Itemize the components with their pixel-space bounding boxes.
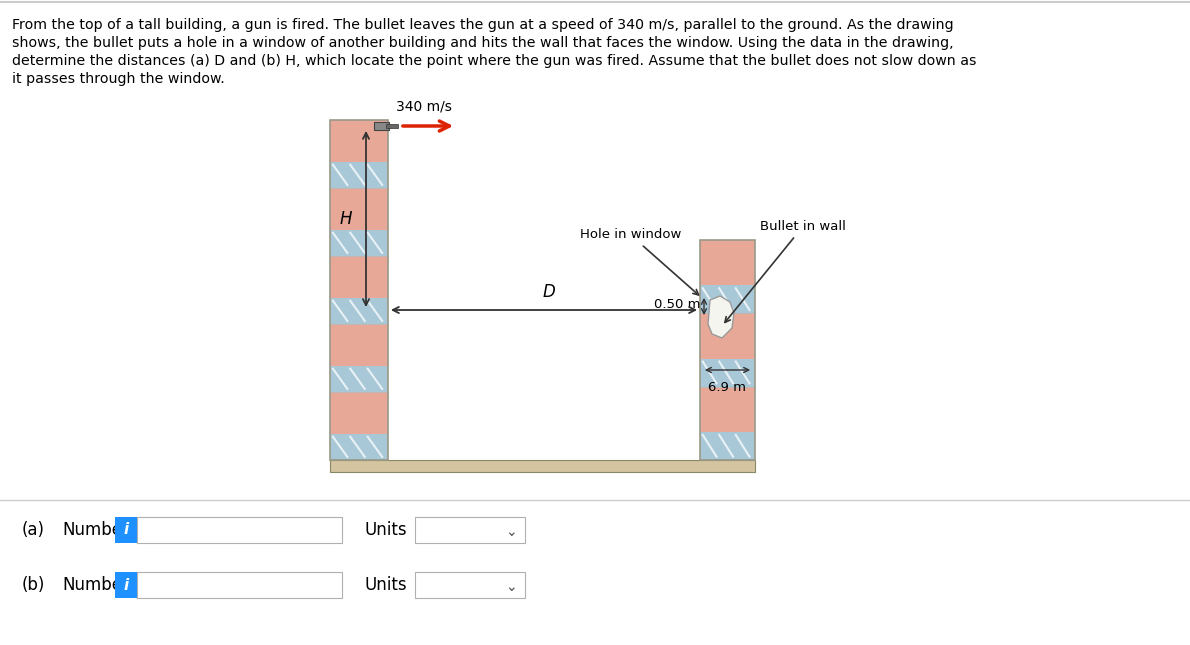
Bar [700, 240, 754, 460]
Bar [330, 230, 388, 256]
Text: shows, the bullet puts a hole in a window of another building and hits the wall : shows, the bullet puts a hole in a windo… [12, 36, 953, 50]
Bar [330, 162, 388, 188]
Bar [700, 313, 754, 359]
Text: 0.50 m: 0.50 m [653, 298, 700, 311]
Text: Number: Number [62, 521, 129, 539]
Bar [700, 240, 754, 286]
Bar [115, 572, 137, 598]
Bar [700, 432, 754, 460]
Bar [330, 434, 388, 460]
Bar [137, 572, 342, 598]
Bar [330, 256, 388, 298]
Bar [330, 366, 388, 392]
Bar [700, 286, 754, 313]
Text: it passes through the window.: it passes through the window. [12, 72, 225, 86]
Bar [137, 517, 342, 543]
Text: ⌄: ⌄ [506, 525, 516, 539]
Bar [386, 124, 397, 128]
Text: Bullet in wall: Bullet in wall [725, 220, 846, 322]
Bar [330, 460, 754, 472]
Bar [330, 298, 388, 324]
Text: 6.9 m: 6.9 m [708, 381, 746, 394]
Bar [115, 517, 137, 543]
Bar [330, 392, 388, 434]
Text: D: D [543, 283, 556, 301]
Bar [330, 188, 388, 230]
Text: Hole in window: Hole in window [580, 228, 699, 295]
Bar [415, 517, 525, 543]
Bar [415, 572, 525, 598]
Bar [700, 359, 754, 386]
Text: Number: Number [62, 576, 129, 594]
Polygon shape [708, 296, 734, 338]
Text: From the top of a tall building, a gun is fired. The bullet leaves the gun at a : From the top of a tall building, a gun i… [12, 18, 953, 32]
Bar [700, 386, 754, 432]
Text: ⌄: ⌄ [506, 580, 516, 594]
Text: i: i [124, 577, 129, 593]
Text: (b): (b) [21, 576, 45, 594]
Text: Units: Units [365, 576, 408, 594]
Bar [374, 122, 389, 130]
Text: i: i [124, 522, 129, 537]
Bar [330, 324, 388, 366]
Bar [330, 120, 388, 460]
Text: (a): (a) [21, 521, 45, 539]
Bar [330, 120, 388, 162]
Text: determine the distances ​(a)​ ​D​ and ​(b)​ ​H, which locate the point where the: determine the distances ​(a)​ ​D​ and ​(… [12, 54, 977, 68]
Text: 340 m/s: 340 m/s [396, 100, 452, 114]
Text: H: H [339, 210, 352, 228]
Text: Units: Units [365, 521, 408, 539]
